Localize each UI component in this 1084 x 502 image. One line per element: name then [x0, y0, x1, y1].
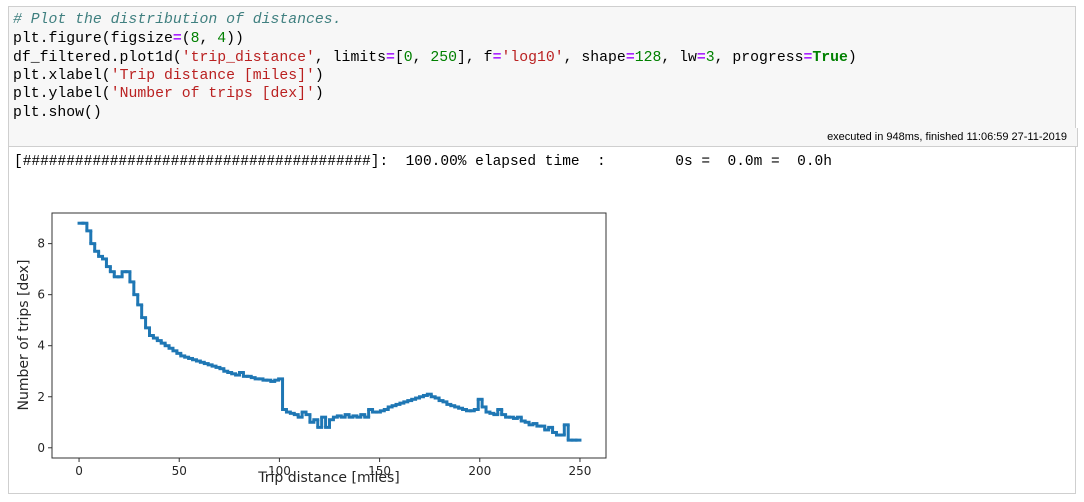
x-tick-label: 150: [368, 464, 391, 478]
x-tick-label: 0: [75, 464, 83, 478]
code-token: 'Number of trips [dex]': [110, 86, 315, 102]
y-tick-label: 6: [37, 288, 45, 302]
execution-info: executed in 948ms, finished 11:06:59 27-…: [8, 128, 1078, 147]
code-token: 0: [403, 50, 413, 66]
output-area: [8, 147, 1076, 494]
x-tick-label: 250: [568, 464, 591, 478]
code-token: =: [385, 50, 395, 66]
code-token: 'log10': [501, 50, 564, 66]
code-token: 4: [217, 31, 227, 47]
y-axis-label: Number of trips [dex]: [16, 260, 32, 411]
y-tick-label: 8: [37, 237, 45, 251]
code-line: plt.figure(figsize=(8, 4)): [13, 31, 244, 47]
code-token: # Plot the distribution of distances.: [13, 12, 342, 28]
code-token: 3: [705, 50, 715, 66]
y-tick-label: 4: [37, 339, 45, 353]
code-cell[interactable]: # Plot the distribution of distances. pl…: [8, 6, 1076, 130]
code-token: =: [492, 50, 502, 66]
code-line: df_filtered.plot1d('trip_distance', limi…: [13, 50, 857, 66]
y-tick-label: 0: [37, 441, 45, 455]
code-token: True: [812, 50, 848, 66]
code-token: =: [803, 50, 813, 66]
code-token: =: [172, 31, 182, 47]
y-tick-label: 2: [37, 390, 45, 404]
code-token: 250: [430, 50, 458, 66]
x-tick-label: 200: [468, 464, 491, 478]
x-tick-label: 50: [172, 464, 187, 478]
plot-frame: [51, 212, 607, 459]
code-token: =: [625, 50, 635, 66]
code-token: 128: [634, 50, 662, 66]
x-tick-label: 100: [268, 464, 291, 478]
code-line: # Plot the distribution of distances.: [13, 12, 342, 28]
code-token: =: [696, 50, 706, 66]
code-line: plt.xlabel('Trip distance [miles]'): [13, 68, 324, 84]
code-token: 'trip_distance': [181, 50, 315, 66]
code-line: plt.show(): [13, 105, 102, 121]
x-axis-label: Trip distance [miles]: [257, 470, 400, 486]
code-token: 'Trip distance [miles]': [110, 68, 315, 84]
code-token: 8: [190, 31, 200, 47]
code-line: plt.ylabel('Number of trips [dex]'): [13, 86, 324, 102]
progress-output: [#######################################…: [14, 154, 832, 170]
